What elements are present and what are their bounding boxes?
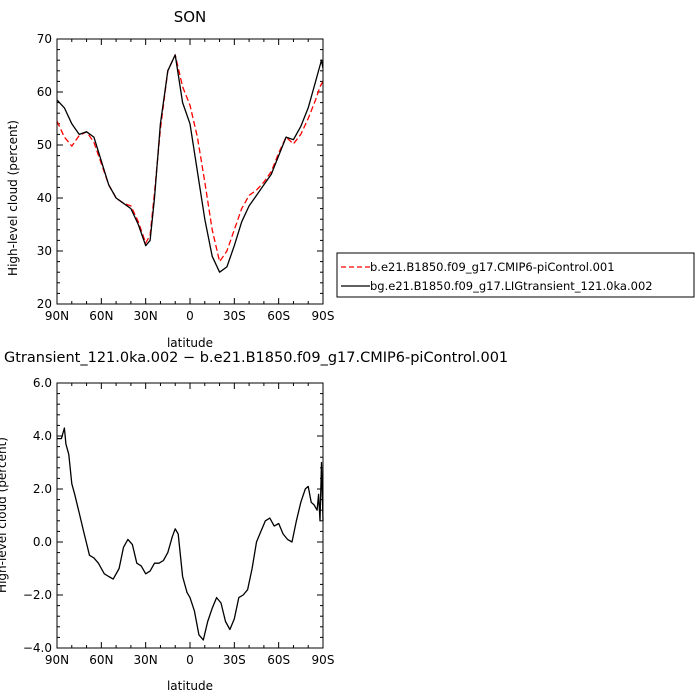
panel2-ytick-label: 4.0: [33, 429, 52, 443]
panel2-ytick-label: −4.0: [23, 641, 52, 655]
panel1-xtick-label: 30N: [134, 309, 158, 323]
panel1-ytick-label: 60: [37, 85, 52, 99]
panel2-ytick-label: −2.0: [23, 588, 52, 602]
panel1-frame: [56, 38, 324, 305]
panel2-ylabel: High-level cloud (percent): [0, 437, 9, 593]
panel2-xtick-label: 30N: [134, 653, 158, 667]
panel1-ylabel: High-level cloud (percent): [6, 120, 20, 276]
panel2-xlabel: latitude: [167, 679, 213, 693]
panel1-ytick-label: 20: [37, 297, 52, 311]
panel1-xtick-label: 0: [186, 309, 194, 323]
panel1-xtick-label: 90S: [312, 309, 335, 323]
panel1-xtick-label: 90N: [45, 309, 69, 323]
panel2-frame: [56, 382, 324, 649]
panel1-ticks: [56, 38, 324, 305]
panel1-series-line-1: [56, 54, 324, 263]
panel2-ytick-label: 6.0: [33, 376, 52, 390]
panel2-xtick-label: 30S: [223, 653, 246, 667]
panel1-title: SON: [174, 8, 207, 26]
panel1-ytick-label: 50: [37, 138, 52, 152]
legend-label-series-2: bg.e21.B1850.f09_g17.LIGtransient_121.0k…: [370, 279, 653, 293]
panel1-ytick-label: 30: [37, 244, 52, 258]
panel2-series: [57, 427, 324, 641]
panel2-series-line-1: [57, 427, 324, 641]
panel2-xtick-label: 60S: [267, 653, 290, 667]
panel1-ytick-label: 70: [37, 32, 52, 46]
panel1-xtick-label: 30S: [223, 309, 246, 323]
panel-difference: Gtransient_121.0ka.002 − b.e21.B1850.f09…: [0, 350, 508, 693]
panel1-xtick-label: 60S: [267, 309, 290, 323]
panel2-ticks: [56, 382, 324, 649]
panel1-tick-labels: 90N 60N 30N 0 30S 60S 90S 20 30 40 50 60 70: [37, 32, 335, 323]
panel2-xtick-label: 90N: [45, 653, 69, 667]
panel2-tick-labels: 90N 60N 30N 0 30S 60S 90S −4.0 −2.0 0.0 2.0 4.0 6.0: [23, 376, 335, 667]
panel1-xtick-label: 60N: [89, 309, 113, 323]
panel1-xlabel: latitude: [167, 336, 213, 350]
panel2-ytick-label: 2.0: [33, 482, 52, 496]
legend: b.e21.B1850.f09_g17.CMIP6-piControl.001 …: [336, 252, 695, 298]
panel2-xtick-label: 90S: [312, 653, 335, 667]
panel2-title: Gtransient_121.0ka.002 − b.e21.B1850.f09…: [4, 350, 508, 366]
legend-label-series-1: b.e21.B1850.f09_g17.CMIP6-piControl.001: [370, 260, 615, 274]
panel1-series: [56, 54, 324, 273]
panel-son: SON High-level cloud (percent) latitude …: [6, 8, 695, 350]
legend-box: [336, 252, 695, 298]
panel2-xtick-label: 60N: [89, 653, 113, 667]
panel2-xtick-label: 0: [186, 653, 194, 667]
panel2-ytick-label: 0.0: [33, 535, 52, 549]
panel1-series-line-2: [56, 54, 324, 273]
panel1-ytick-label: 40: [37, 191, 52, 205]
